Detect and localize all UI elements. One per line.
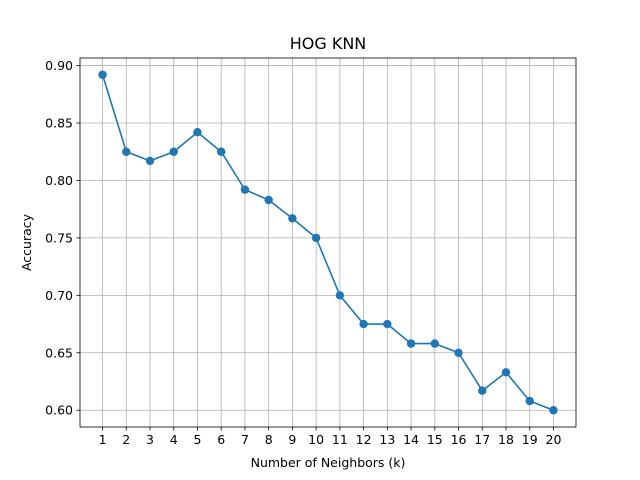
x-tick-label: 20 (546, 432, 562, 447)
x-tick-label: 9 (288, 432, 296, 447)
x-tick-label: 14 (403, 432, 419, 447)
series-line (101, 74, 554, 411)
x-tick-label: 4 (170, 432, 178, 447)
x-tick-label: 5 (193, 432, 201, 447)
data-point (525, 396, 534, 406)
x-tick-label: 17 (474, 432, 490, 447)
y-tick-label: 0.60 (45, 403, 73, 418)
data-point (311, 233, 321, 243)
data-point (288, 214, 297, 223)
y-tick-label: 0.85 (45, 116, 73, 131)
axis-ticks: 1 2 3 4 5 6 7 8 9 10 11 12 13 14 15 16 17 18 19 200.600.650… (45, 58, 561, 447)
data-point (240, 185, 250, 194)
data-point (406, 339, 416, 348)
data-point (98, 70, 107, 79)
data-series (98, 70, 558, 415)
data-point (264, 195, 273, 205)
data-point (122, 147, 131, 156)
x-tick-label: 2 (122, 432, 130, 447)
x-tick-label: 19 (522, 432, 538, 447)
x-axis-label: Number of Neighbors (k) (251, 455, 406, 470)
x-tick-label: 13 (379, 432, 395, 447)
y-axis-label: Accuracy (19, 213, 34, 271)
x-tick-label: 6 (217, 432, 225, 447)
data-point (169, 147, 178, 156)
x-tick-label: 11 (332, 432, 348, 447)
data-point (383, 319, 392, 329)
x-tick-label: 3 (146, 432, 154, 447)
x-tick-label: 1 (99, 432, 107, 447)
data-point (359, 319, 368, 329)
data-point (430, 339, 439, 348)
y-tick-label: 0.70 (45, 288, 73, 303)
x-tick-label: 8 (265, 432, 273, 447)
x-tick-label: 10 (308, 432, 324, 447)
x-tick-label: 18 (498, 432, 514, 447)
grid-lines (80, 58, 576, 427)
chart-title: HOG KNN (290, 34, 367, 53)
data-point (217, 147, 226, 156)
data-point (145, 156, 155, 166)
data-point (335, 291, 345, 300)
x-tick-label: 7 (241, 432, 249, 447)
data-point (454, 348, 463, 357)
data-point (501, 368, 511, 377)
y-tick-label: 0.90 (45, 58, 73, 73)
x-tick-label: 12 (356, 432, 372, 447)
x-tick-label: 15 (427, 432, 443, 447)
x-tick-label: 16 (451, 432, 467, 447)
data-point (549, 406, 558, 415)
data-point (193, 128, 202, 137)
y-tick-label: 0.75 (45, 230, 73, 245)
plot-frame (79, 57, 577, 428)
data-point (478, 386, 487, 395)
y-tick-label: 0.65 (45, 345, 73, 360)
y-tick-label: 0.80 (45, 173, 73, 188)
